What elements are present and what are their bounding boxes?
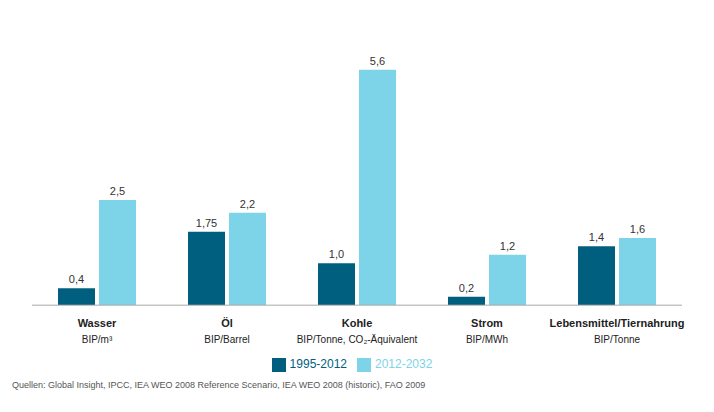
svg-text:1,6: 1,6 bbox=[630, 223, 645, 235]
svg-text:1,75: 1,75 bbox=[196, 217, 217, 229]
svg-text:5,6: 5,6 bbox=[370, 55, 385, 67]
svg-text:WasserBIP/m³: WasserBIP/m³ bbox=[78, 317, 117, 345]
svg-text:0,2: 0,2 bbox=[459, 282, 474, 294]
html-text:1995-2012: 1995-2012 bbox=[289, 357, 347, 372]
svg-text:StromBIP/MWh: StromBIP/MWh bbox=[466, 317, 508, 345]
svg-text:Lebensmittel/TiernahrungBIP/To: Lebensmittel/TiernahrungBIP/Tonne bbox=[550, 317, 685, 345]
svg-text:ÖlBIP/Barrel: ÖlBIP/Barrel bbox=[204, 317, 250, 345]
svg-text:0,4: 0,4 bbox=[69, 273, 84, 285]
svg-text:1,4: 1,4 bbox=[589, 231, 604, 243]
html-text:2012-2032: 2012-2032 bbox=[375, 357, 433, 372]
svg-text:2,5: 2,5 bbox=[110, 185, 125, 197]
html-text:Quellen: Global Insight, IPCC,: Quellen: Global Insight, IPCC, IEA WEO 2… bbox=[12, 380, 426, 390]
svg-text:KohleBIP/Tonne, CO₂-Äquivalent: KohleBIP/Tonne, CO₂-Äquivalent bbox=[297, 317, 418, 345]
svg-text:1,0: 1,0 bbox=[329, 248, 344, 260]
svg-text:2,2: 2,2 bbox=[240, 198, 255, 210]
svg-text:1,2: 1,2 bbox=[500, 240, 515, 252]
